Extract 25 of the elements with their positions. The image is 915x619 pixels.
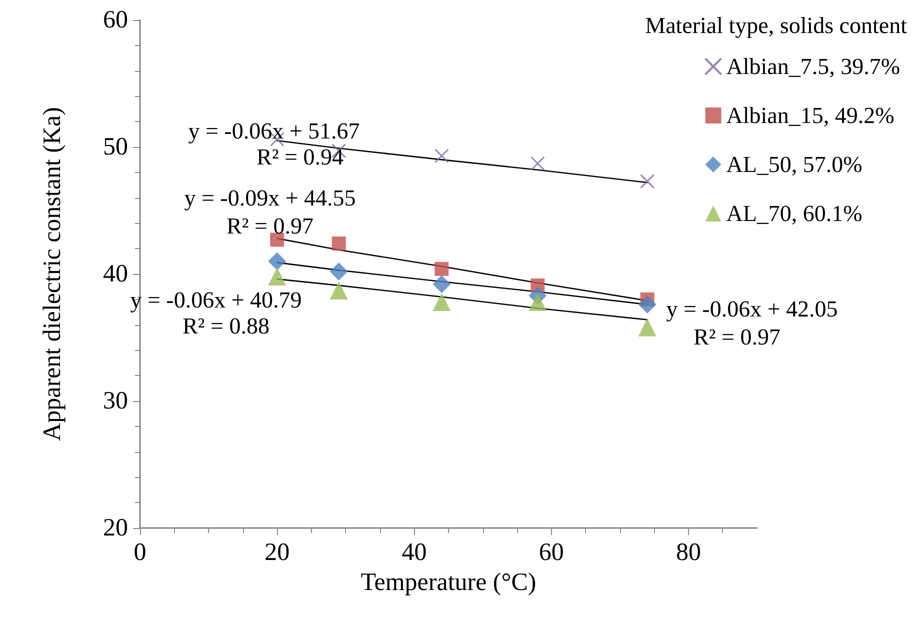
x-tick-label: 0 <box>134 539 146 566</box>
y-tick-label: 40 <box>103 260 128 288</box>
legend-label: Albian_15, 49.2% <box>726 103 894 128</box>
y-tick-label: 20 <box>103 514 128 542</box>
y-tick-label: 30 <box>103 388 128 414</box>
annotation: y = -0.09x + 44.55 <box>184 186 356 210</box>
legend-label: AL_70, 60.1% <box>726 201 862 226</box>
x-tick-label: 60 <box>538 539 564 566</box>
x-tick-label: 40 <box>402 539 427 566</box>
x-tick-label: 20 <box>264 539 290 566</box>
x-axis-title: Temperature (°C) <box>360 568 536 596</box>
legend-label: Albian_7.5, 39.7% <box>726 54 900 79</box>
annotation: y = -0.06x + 42.05 <box>666 296 838 322</box>
x-tick-label: 80 <box>676 539 701 566</box>
y-axis-title: Apparent dielectric constant (Ka) <box>39 107 66 441</box>
annotation: R² = 0.94 <box>256 144 344 170</box>
legend-title: Material type, solids content <box>645 13 908 38</box>
annotation: R² = 0.97 <box>226 214 314 238</box>
annotation: y = -0.06x + 51.67 <box>188 118 360 144</box>
annotation: R² = 0.97 <box>694 324 780 350</box>
legend-label: AL_50, 57.0% <box>726 152 862 177</box>
y-tick-label: 60 <box>103 6 128 34</box>
annotation: y = -0.06x + 40.79 <box>130 288 302 312</box>
annotation: R² = 0.88 <box>182 314 270 338</box>
y-tick-label: 50 <box>103 134 128 160</box>
